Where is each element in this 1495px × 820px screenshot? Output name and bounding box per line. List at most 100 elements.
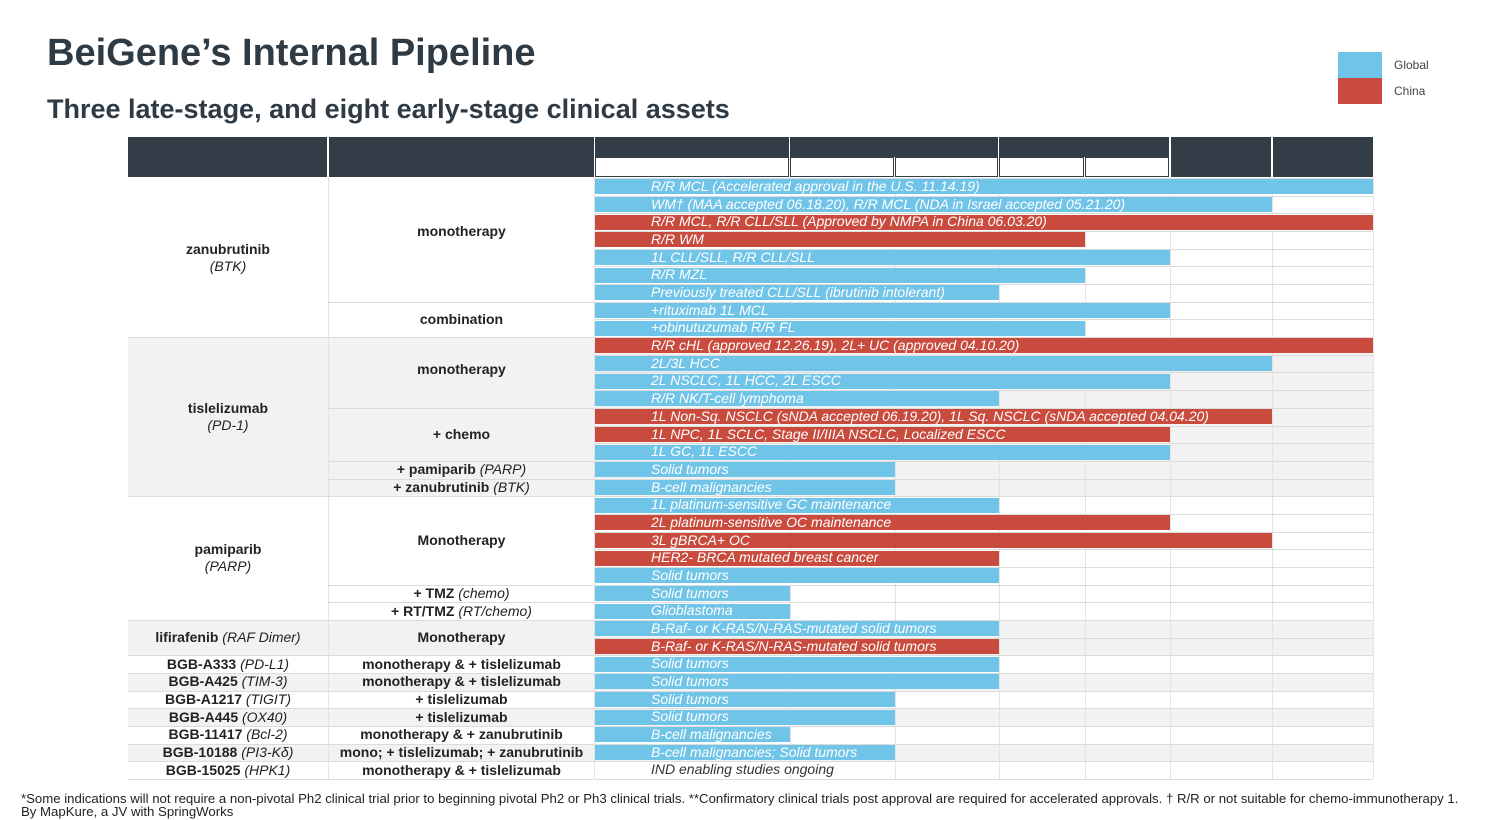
pipeline-bar — [595, 303, 1170, 319]
grid-hline-32 — [595, 743, 1373, 745]
asset-target: (PARP) — [204, 558, 252, 575]
grid-hline-2 — [595, 213, 1373, 215]
bar-label: R/R MCL, R/R CLL/SLL (Approved by NMPA i… — [651, 213, 1047, 230]
asset-7: BGB-A445 (OX40) — [128, 709, 328, 726]
asset-target: (HPK1) — [244, 761, 291, 778]
asset-target: (Bcl-2) — [246, 726, 288, 743]
asset-sep-0 — [128, 337, 328, 339]
header-programs — [329, 137, 594, 177]
page-subtitle: Three late-stage, and eight early-stage … — [47, 94, 730, 124]
header-assets — [128, 137, 327, 177]
program-11: monotherapy & + tislelizumab — [329, 673, 594, 690]
grid-hline-24 — [595, 602, 1373, 604]
bar-label: R/R MZL — [651, 266, 707, 283]
asset-5: BGB-A425 (TIM-3) — [128, 673, 328, 690]
program-label: + TMZ — [413, 584, 455, 601]
program-sep-9 — [328, 655, 594, 657]
bar-label: B-Raf- or K-RAS/N-RAS-mutated solid tumo… — [651, 620, 937, 636]
program-label: combination — [419, 310, 504, 327]
asset-name: BGB-A333 — [166, 655, 237, 672]
pipeline-bar — [595, 497, 999, 513]
asset-sep-4 — [128, 673, 328, 675]
program-sep-11 — [328, 690, 594, 692]
bar-label: B-cell malignancies; Solid tumors — [651, 743, 858, 760]
grid-hline-0 — [595, 178, 1373, 179]
program-sep-0 — [328, 301, 594, 303]
bar-label: IND enabling studies ongoing — [651, 761, 834, 778]
program-3: + chemo — [329, 426, 594, 443]
program-0: monotherapy — [329, 223, 594, 240]
program-label: monotherapy & + zanubrutinib — [360, 726, 563, 743]
asset-sep-10 — [128, 779, 328, 781]
grid-hline-7 — [595, 301, 1373, 303]
bar-label: B-Raf- or K-RAS/N-RAS-mutated solid tumo… — [651, 637, 937, 654]
grid-hline-4 — [595, 248, 1373, 250]
header-phase-3 — [999, 157, 1084, 177]
grid-hline-31 — [595, 726, 1373, 728]
grid-vline-8 — [1373, 178, 1374, 780]
grid-hline-13 — [595, 407, 1373, 409]
legend-item-china: China — [1338, 78, 1488, 104]
program-13: + tislelizumab — [329, 709, 594, 726]
program-note: (PARP) — [479, 461, 527, 478]
program-sep-6 — [328, 584, 594, 586]
asset-10: BGB-15025 (HPK1) — [128, 762, 328, 779]
bar-label: B-cell malignancies — [651, 726, 772, 743]
pipeline-bar — [595, 391, 999, 407]
grid-hline-15 — [595, 443, 1373, 445]
legend-label-china: China — [1394, 84, 1426, 98]
header-phase-4 — [1085, 157, 1169, 177]
asset-target: (PD-1) — [207, 416, 249, 433]
pipeline-bar — [595, 745, 895, 761]
pipeline-bar — [595, 656, 999, 672]
footnote: *Some indications will not require a non… — [21, 791, 1459, 819]
program-sep-14 — [328, 743, 594, 745]
pipeline-bar — [595, 709, 895, 725]
asset-sep-6 — [128, 708, 328, 710]
grid-hline-25 — [595, 620, 1373, 621]
bar-label: Solid tumors — [651, 708, 729, 725]
bar-label: R/R WM — [651, 231, 704, 248]
header-phase-2 — [895, 157, 998, 177]
page-title: BeiGene’s Internal Pipeline — [47, 32, 536, 74]
header-group-1 — [790, 137, 998, 157]
asset-sep-7 — [128, 726, 328, 728]
program-label: + RT/TMZ — [391, 602, 455, 619]
program-16: monotherapy & + tislelizumab — [329, 762, 594, 779]
asset-9: BGB-10188 (PI3-Kδ) — [128, 744, 328, 761]
pipeline-bar — [595, 585, 790, 601]
bar-label: Solid tumors — [651, 673, 729, 690]
bar-label: 1L GC, 1L ESCC — [651, 443, 758, 460]
legend-swatch-china — [1338, 78, 1382, 104]
bar-label: WM† (MAA accepted 06.18.20), R/R MCL (ND… — [651, 195, 1126, 212]
pipeline-bar — [595, 285, 999, 301]
pipeline-bar — [595, 515, 1170, 531]
program-note: (BTK) — [493, 478, 530, 495]
program-label: + tislelizumab — [415, 691, 508, 708]
asset-6: BGB-A1217 (TIGIT) — [128, 691, 328, 708]
pipeline-bar — [595, 674, 999, 690]
grid-hline-10 — [595, 354, 1373, 356]
asset-name: BGB-A425 — [168, 673, 238, 690]
program-sep-8 — [328, 620, 594, 621]
grid-hline-1 — [595, 195, 1373, 197]
bar-label: Solid tumors — [651, 566, 729, 583]
program-label: + chemo — [432, 425, 491, 442]
grid-vline-1 — [594, 178, 595, 780]
grid-hline-3 — [595, 231, 1373, 233]
asset-sep-1 — [128, 496, 328, 498]
asset-target: (TIGIT) — [245, 691, 292, 708]
grid-hline-20 — [595, 531, 1373, 533]
bar-label: 2L NSCLC, 1L HCC, 2L ESCC — [651, 372, 841, 389]
grid-hline-17 — [595, 478, 1373, 480]
bar-label: Glioblastoma — [651, 602, 733, 619]
asset-target: (OX40) — [242, 708, 288, 725]
program-sep-5 — [328, 496, 594, 498]
bar-label: 1L platinum-sensitive GC maintenance — [651, 496, 892, 513]
asset-target: (BTK) — [209, 257, 247, 274]
pipeline-bar — [595, 692, 895, 708]
grid-hline-23 — [595, 584, 1373, 586]
bar-label: +obinutuzumab R/R FL — [651, 319, 796, 336]
legend-item-global: Global — [1338, 52, 1488, 78]
